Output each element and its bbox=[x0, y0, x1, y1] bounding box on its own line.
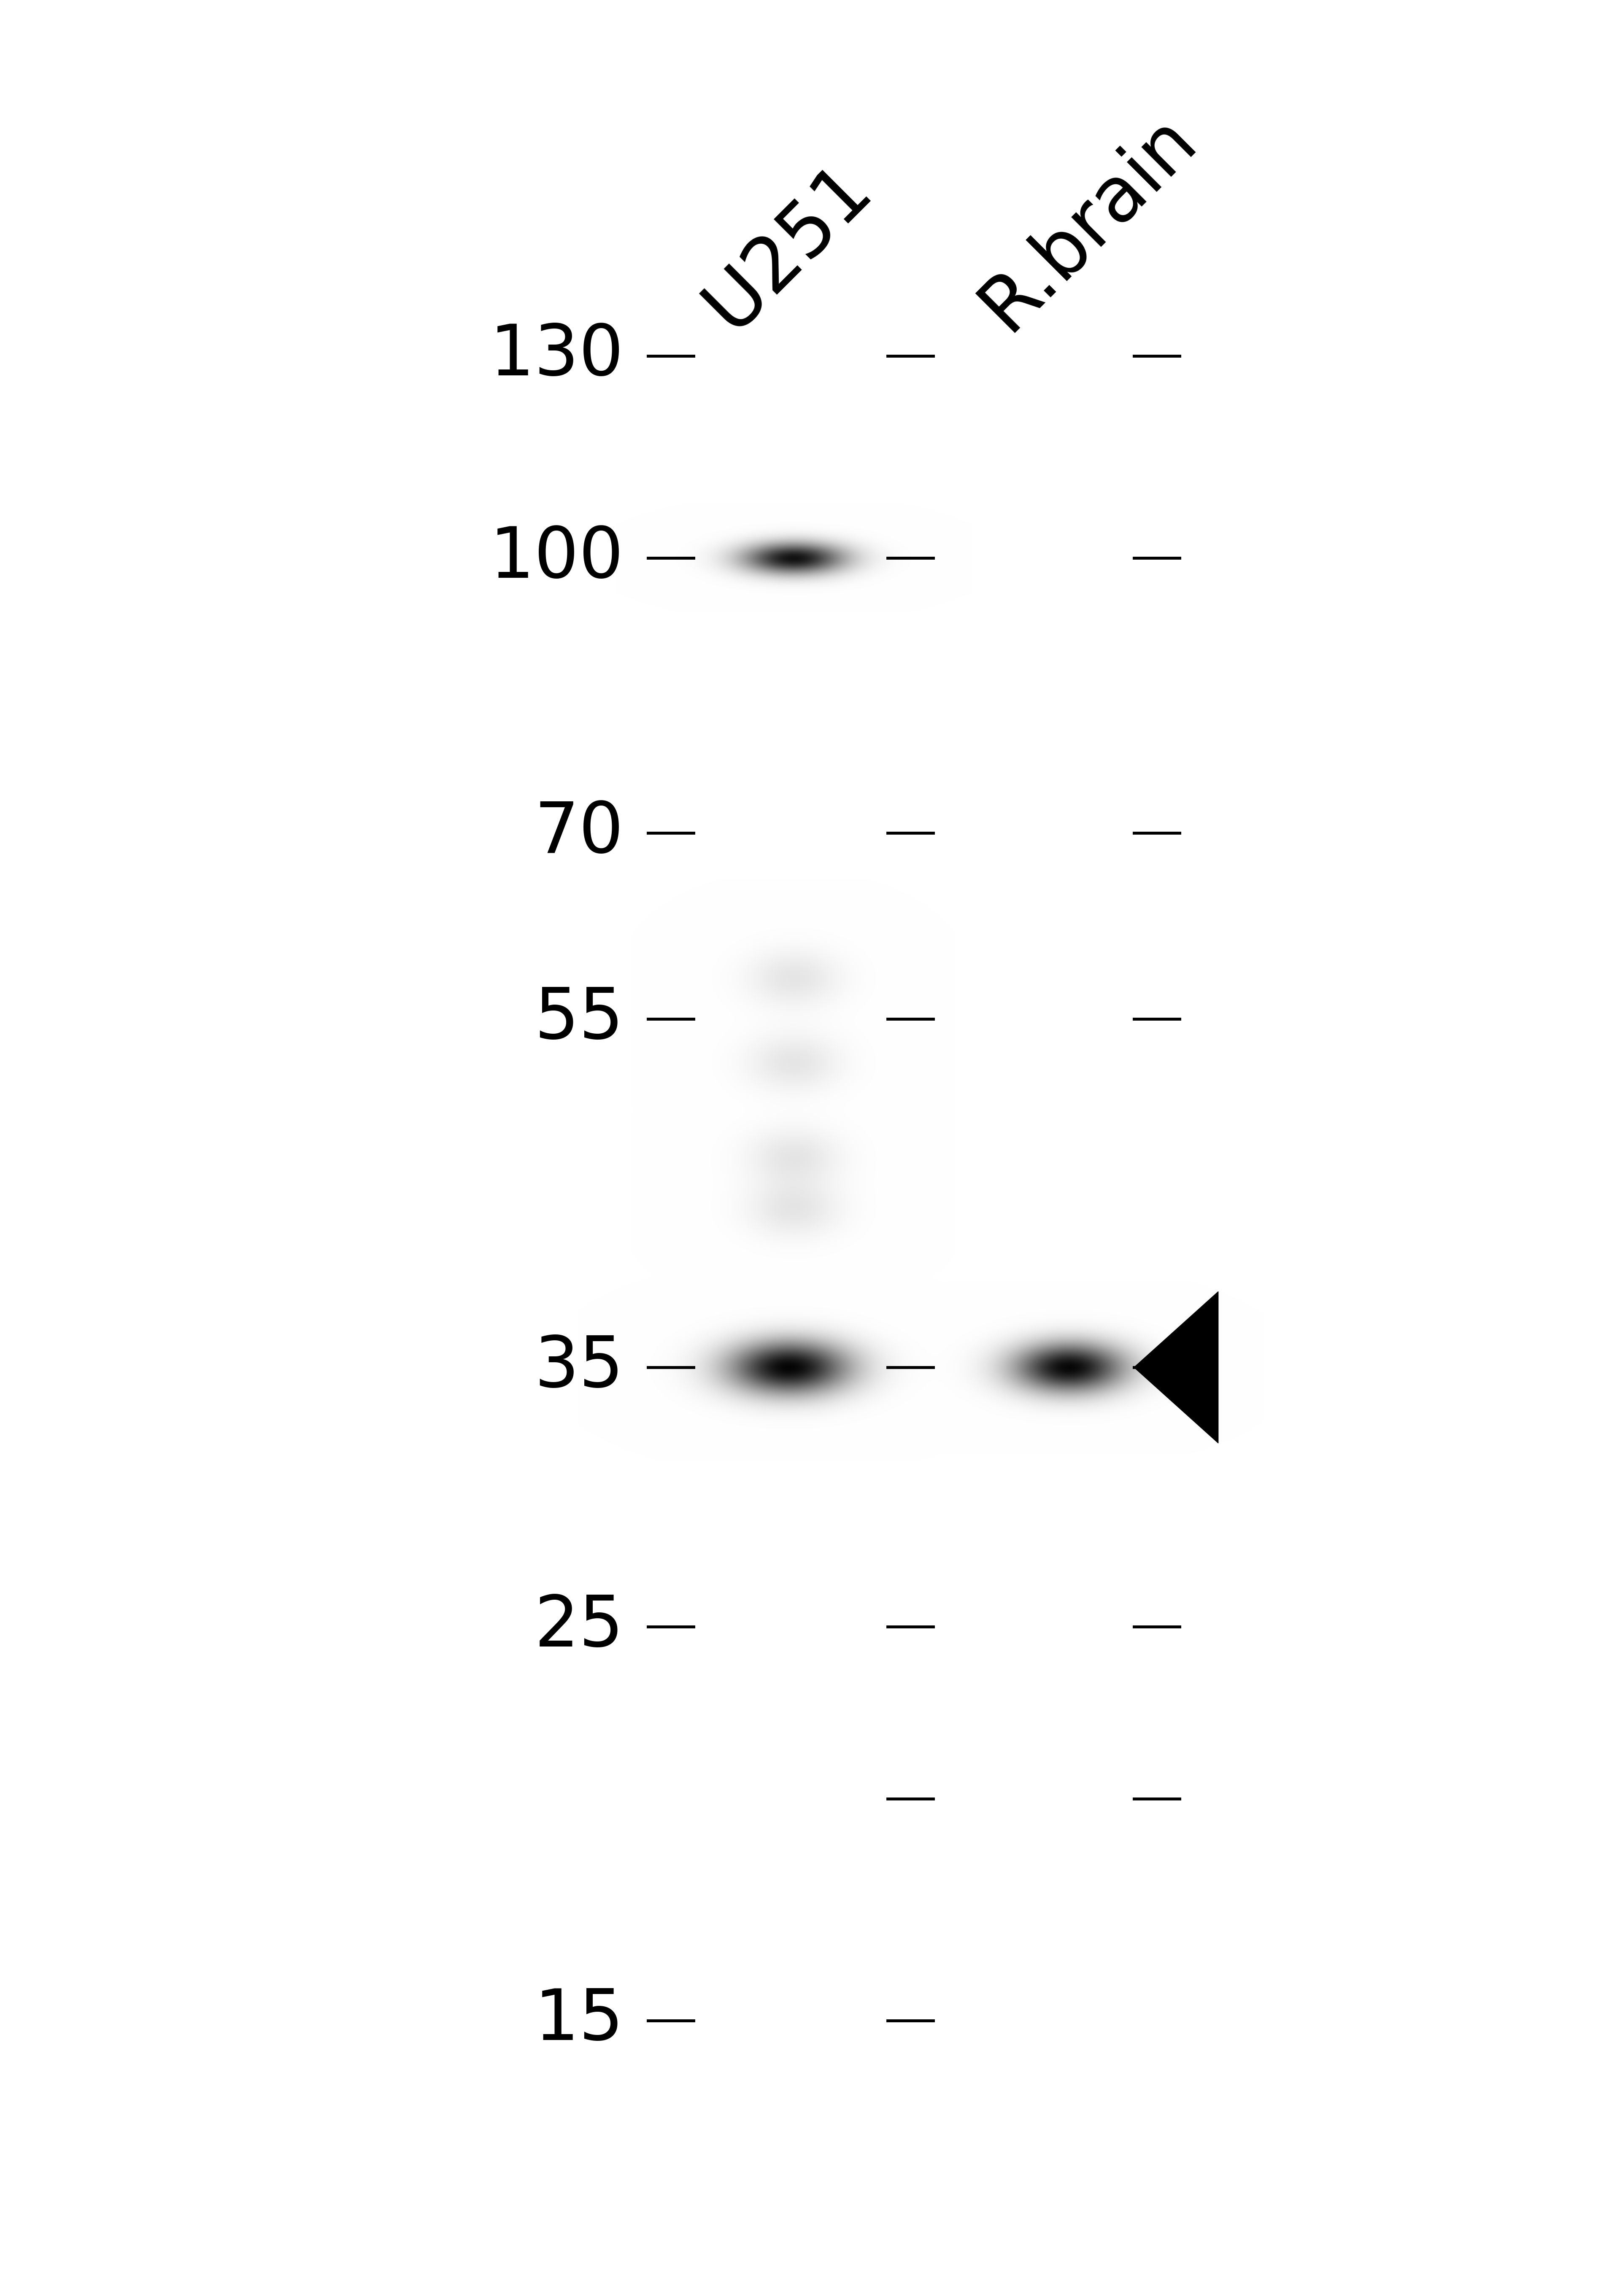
Text: 15: 15 bbox=[535, 1986, 624, 2055]
Text: 130: 130 bbox=[489, 321, 624, 390]
Bar bbox=[1011, 356, 1128, 2020]
Text: 35: 35 bbox=[535, 1334, 624, 1403]
Text: 70: 70 bbox=[535, 799, 624, 868]
Text: 100: 100 bbox=[489, 523, 624, 592]
Text: 25: 25 bbox=[535, 1593, 624, 1660]
Text: 55: 55 bbox=[535, 985, 624, 1054]
Polygon shape bbox=[1134, 1293, 1218, 1444]
Text: U251: U251 bbox=[692, 149, 886, 344]
Text: R.brain: R.brain bbox=[967, 101, 1210, 344]
Bar bbox=[735, 356, 852, 2020]
